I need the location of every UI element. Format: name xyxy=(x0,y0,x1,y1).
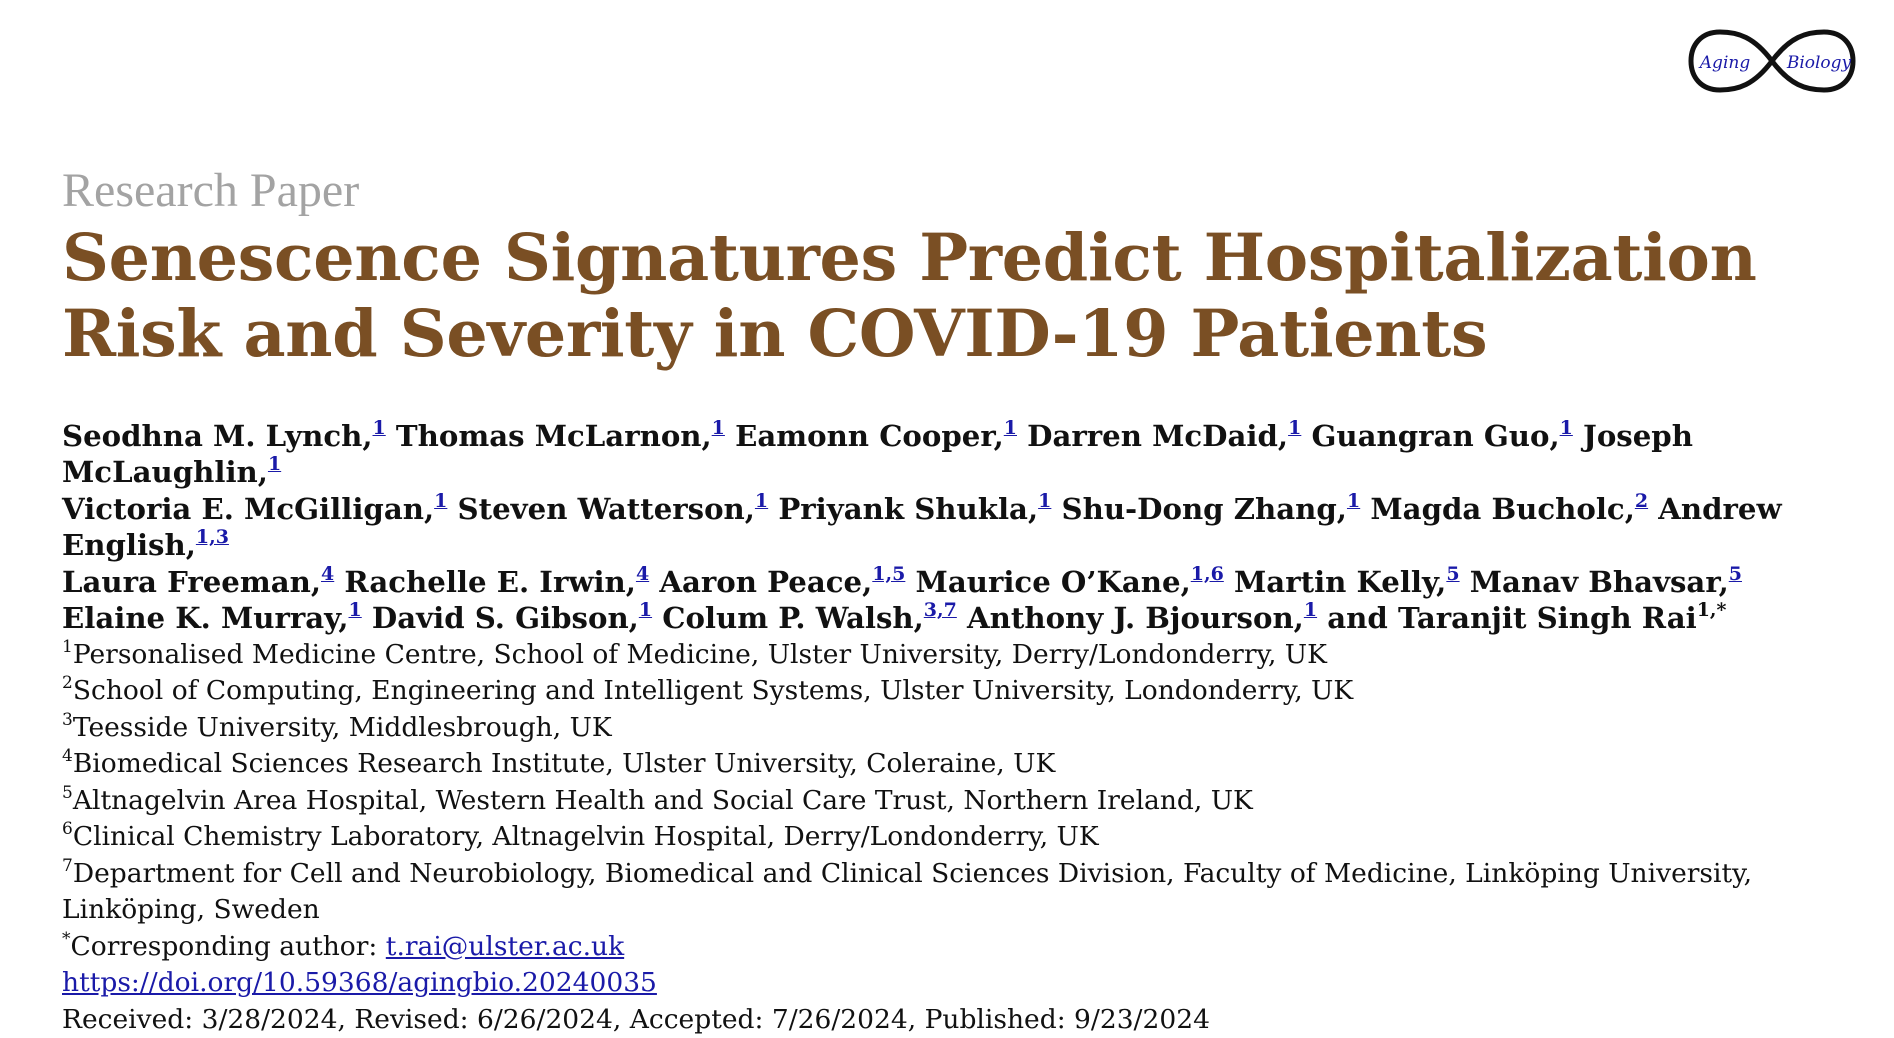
publication-dates: Received: 3/28/2024, Revised: 6/26/2024,… xyxy=(62,1003,1210,1035)
affiliation-link[interactable]: 1 xyxy=(638,599,653,622)
author: Thomas McLarnon, xyxy=(395,418,712,453)
affiliation-link[interactable]: 1 xyxy=(267,453,282,476)
affiliation-link[interactable]: 1,5 xyxy=(872,562,906,585)
affiliation-item: 3Teesside University, Middlesbrough, UK xyxy=(62,709,612,743)
author: Joseph McLaughlin, xyxy=(62,418,1693,490)
author: Steven Watterson, xyxy=(457,491,755,526)
affiliation-link[interactable]: 5 xyxy=(1728,562,1742,585)
logo-word-aging: Aging xyxy=(1698,53,1751,73)
affiliation-item: 2School of Computing, Engineering and In… xyxy=(62,673,1354,707)
author: David S. Gibson, xyxy=(371,601,639,636)
author: Rachelle E. Irwin, xyxy=(344,564,636,599)
author: Aaron Peace, xyxy=(659,564,873,599)
affiliation-link[interactable]: 2 xyxy=(1634,489,1649,512)
affiliation-link[interactable]: 3,7 xyxy=(923,599,957,622)
correspondence-label: Corresponding author: xyxy=(70,930,386,962)
affiliation-item: 1Personalised Medicine Centre, School of… xyxy=(62,636,1327,670)
article-title: Senescence Signatures Predict Hospitaliz… xyxy=(62,220,1862,372)
affiliation-link[interactable]: 1,6 xyxy=(1190,562,1224,585)
article-type: Research Paper xyxy=(62,164,360,217)
affiliation-link[interactable]: 4 xyxy=(635,562,650,585)
author: Priyank Shukla, xyxy=(778,491,1039,526)
article-header: Research Paper Senescence Signatures Pre… xyxy=(62,164,1862,1038)
affiliation-link[interactable]: 1 xyxy=(348,599,362,622)
author: Darren McDaid, xyxy=(1027,418,1289,453)
logo-word-biology: Biology xyxy=(1786,53,1852,73)
affiliation-mark: 1,* xyxy=(1696,599,1727,622)
affiliation-link[interactable]: 1 xyxy=(434,489,448,512)
author: Eamonn Cooper, xyxy=(735,418,1004,453)
affiliation-link[interactable]: 1 xyxy=(1038,489,1052,512)
affiliation-link[interactable]: 5 xyxy=(1446,562,1460,585)
affiliation-link[interactable]: 1 xyxy=(1559,416,1573,439)
author: Andrew English, xyxy=(62,491,1782,563)
affiliation-link[interactable]: 1 xyxy=(1288,416,1302,439)
doi-link[interactable]: https://doi.org/10.59368/agingbio.202400… xyxy=(62,967,657,999)
author: Victoria E. McGilligan, xyxy=(62,491,435,526)
author: Anthony J. Bjourson, xyxy=(967,601,1304,636)
affiliation-link[interactable]: 1 xyxy=(1346,489,1361,512)
affiliation-link[interactable]: 1 xyxy=(372,416,386,439)
author-list: Seodhna M. Lynch,1 Thomas McLarnon,1 Eam… xyxy=(62,418,1862,637)
correspondence: *Corresponding author: t.rai@ulster.ac.u… xyxy=(62,928,625,962)
affiliation-link[interactable]: 1 xyxy=(754,489,769,512)
email-link[interactable]: t.rai@ulster.ac.uk xyxy=(385,930,625,962)
affiliation-link[interactable]: 1 xyxy=(711,416,725,439)
affiliation-item-continued: Linköping, Sweden xyxy=(62,894,320,926)
affiliation-link[interactable]: 4 xyxy=(321,562,335,585)
author: Laura Freeman, xyxy=(62,564,322,599)
author: Colum P. Walsh, xyxy=(662,601,924,636)
affiliation-item: 6Clinical Chemistry Laboratory, Altnagel… xyxy=(62,819,1099,853)
author: Martin Kelly, xyxy=(1233,564,1447,599)
affiliation-item: 5Altnagelvin Area Hospital, Western Heal… xyxy=(62,782,1253,816)
author: Seodhna M. Lynch, xyxy=(62,418,373,453)
author: Manav Bhavsar, xyxy=(1469,564,1729,599)
author: Magda Bucholc, xyxy=(1370,491,1635,526)
title-line-2: Risk and Severity in COVID-19 Patients xyxy=(62,295,1488,372)
title-line-1: Senescence Signatures Predict Hospitaliz… xyxy=(62,219,1757,296)
affiliation-link[interactable]: 1,3 xyxy=(195,526,229,549)
affiliation-item: 4Biomedical Sciences Research Institute,… xyxy=(62,746,1056,780)
author: and Taranjit Singh Rai xyxy=(1327,601,1697,636)
author: Maurice O’Kane, xyxy=(915,564,1191,599)
infinity-logo-icon: Aging Biology xyxy=(1688,29,1856,93)
author: Elaine K. Murray, xyxy=(62,601,349,636)
affiliations: 1Personalised Medicine Centre, School of… xyxy=(62,637,1862,1038)
author: Guangran Guo, xyxy=(1311,418,1560,453)
journal-logo: Aging Biology xyxy=(1688,28,1856,94)
affiliation-item: 7Department for Cell and Neurobiology, B… xyxy=(62,855,1753,889)
affiliation-link[interactable]: 1 xyxy=(1303,599,1318,622)
affiliation-link[interactable]: 1 xyxy=(1003,416,1017,439)
author: Shu-Dong Zhang, xyxy=(1061,491,1347,526)
